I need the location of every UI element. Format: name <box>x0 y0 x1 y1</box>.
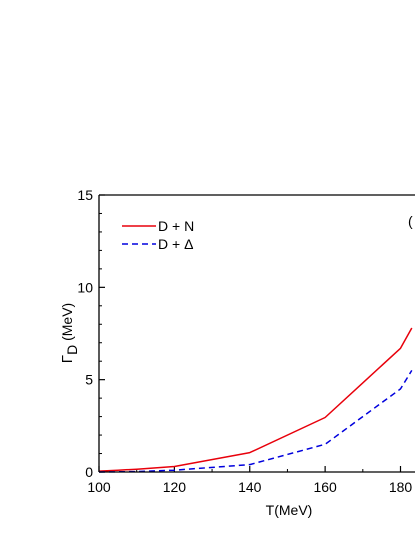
tick-labels-layer: 100 120 140 160 180 0 5 10 15 <box>77 187 412 495</box>
y-axis-title: ΓD (MeV) <box>59 303 80 363</box>
x-tick-label: 100 <box>87 479 111 495</box>
legend-label-d-n: D + N <box>158 218 194 234</box>
x-tick-label: 140 <box>238 479 262 495</box>
y-tick-label: 5 <box>85 372 93 388</box>
x-tick-label: 180 <box>389 479 413 495</box>
y-tick-label: 15 <box>77 187 93 203</box>
y-axis-title-unit: (MeV) <box>59 303 75 345</box>
series-layer <box>98 327 413 473</box>
series-line-0 <box>98 327 413 472</box>
y-axis-title-main: Γ <box>59 355 76 363</box>
y-tick-label: 10 <box>77 279 93 295</box>
panel-label: ( <box>408 213 413 229</box>
legend: D + N D + Δ <box>122 218 194 252</box>
series-line-1 <box>98 370 413 473</box>
x-tick-label: 160 <box>313 479 337 495</box>
x-axis-title: T(MeV) <box>266 502 313 518</box>
x-tick-label: 120 <box>163 479 187 495</box>
y-axis-title-sub: D <box>64 345 80 355</box>
legend-label-d-delta: D + Δ <box>158 236 193 252</box>
ticks-layer <box>98 194 402 473</box>
y-tick-label: 0 <box>85 464 93 480</box>
